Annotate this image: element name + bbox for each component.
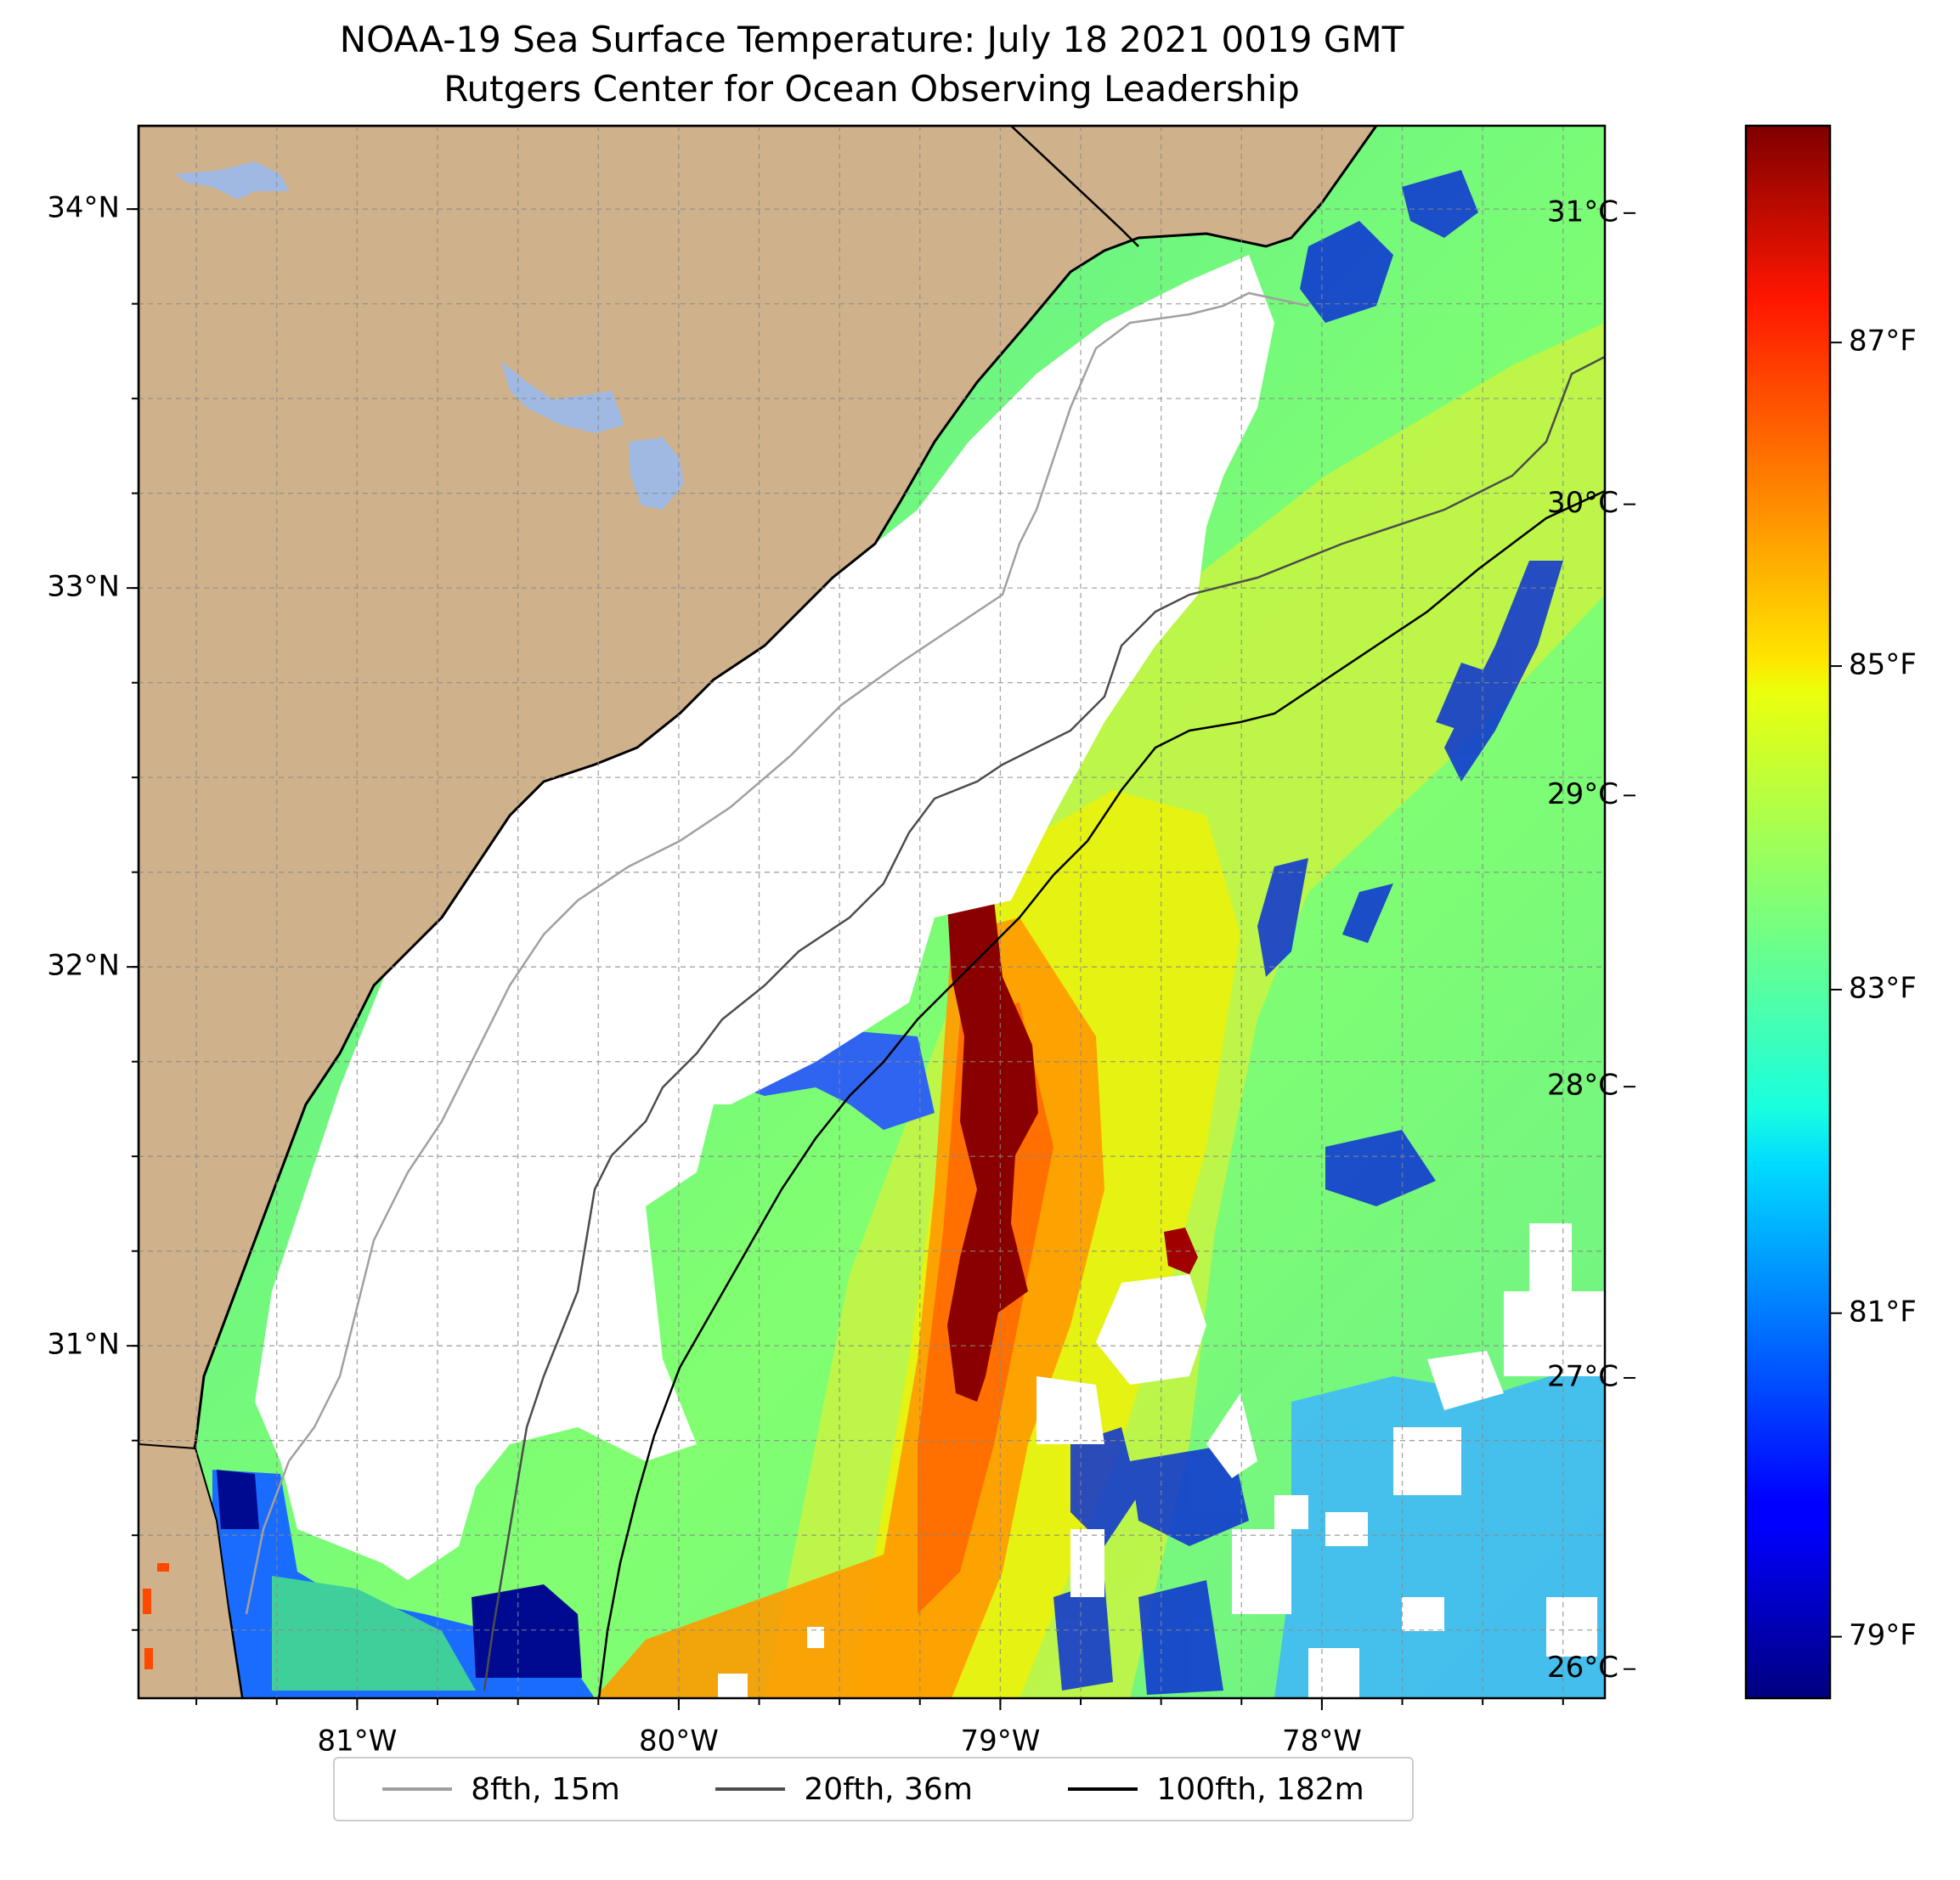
celsius-label: 31°C (1547, 195, 1618, 229)
lake-moultrie (629, 438, 684, 510)
lake-north (174, 161, 289, 200)
isobath-20fth (483, 355, 1605, 1691)
lon-tick-label: 81°W (317, 1725, 397, 1759)
sst-cool-southeast (1274, 1359, 1605, 1698)
celsius-label: 30°C (1547, 486, 1618, 520)
lon-tick-label: 80°W (639, 1725, 719, 1759)
map-frame (137, 124, 1607, 1700)
legend: 8fth, 15m 20fth, 36m 100fth, 182m (333, 1757, 1414, 1821)
legend-swatch-8fth (382, 1787, 453, 1791)
map-subtitle: Rutgers Center for Ocean Observing Leade… (443, 68, 1300, 110)
state-boundary (1010, 126, 1139, 247)
fahrenheit-label: 79°F (1849, 1618, 1917, 1652)
legend-swatch-20fth (715, 1787, 786, 1791)
land-mass (138, 126, 1378, 1698)
lat-tick-label: 34°N (47, 191, 120, 225)
legend-label-8fth: 8fth, 15m (471, 1771, 620, 1807)
legend-swatch-100fth (1068, 1787, 1138, 1791)
legend-item-8fth: 8fth, 15m (382, 1772, 620, 1807)
fahrenheit-label: 83°F (1849, 971, 1917, 1005)
isobath-8fth (245, 291, 1309, 1615)
celsius-label: 28°C (1547, 1069, 1618, 1103)
sst-coastal-specks (143, 1563, 169, 1669)
celsius-label: 27°C (1547, 1359, 1618, 1393)
lake-marion (501, 361, 624, 433)
sst-hot-core (947, 900, 1038, 1402)
lon-tick-label: 79°W (960, 1725, 1040, 1759)
graticule (138, 126, 1605, 1698)
legend-label-20fth: 20fth, 36m (804, 1771, 973, 1807)
sst-cool-filaments (1053, 170, 1563, 1695)
colorbar-labels: 31°C 30°C 29°C 28°C 27°C 26°C 87°F 85°F 83°F 81°F… (1547, 195, 1917, 1685)
no-data-areas (255, 255, 1605, 1698)
map-panel (138, 126, 1605, 1698)
lat-tick-label: 31°N (47, 1328, 120, 1362)
sst-cool-patch (272, 1576, 476, 1691)
fahrenheit-label: 87°F (1849, 325, 1917, 358)
sst-cold-pool (472, 1584, 582, 1678)
lat-tick-label: 33°N (47, 570, 120, 604)
celsius-label: 26°C (1547, 1651, 1618, 1685)
lat-tick-label: 32°N (47, 949, 120, 983)
colorbar (1744, 124, 1832, 1700)
fahrenheit-label: 85°F (1849, 648, 1917, 682)
legend-label-100fth: 100fth, 182m (1156, 1771, 1364, 1807)
sst-cold-pool-2 (217, 1470, 259, 1529)
fahrenheit-label: 81°F (1849, 1295, 1917, 1329)
legend-item-20fth: 20fth, 36m (715, 1772, 973, 1807)
isobath-100fth (597, 489, 1605, 1698)
map-axes: 81°W 80°W 79°W 78°W 34°N 33°N 32°N 31°N (47, 191, 1564, 1759)
celsius-label: 29°C (1547, 777, 1618, 811)
map-title: NOAA-19 Sea Surface Temperature: July 18… (339, 19, 1404, 60)
land-sliver-south (138, 1442, 244, 1698)
legend-item-100fth: 100fth, 182m (1068, 1772, 1364, 1807)
lon-tick-label: 78°W (1282, 1725, 1362, 1759)
